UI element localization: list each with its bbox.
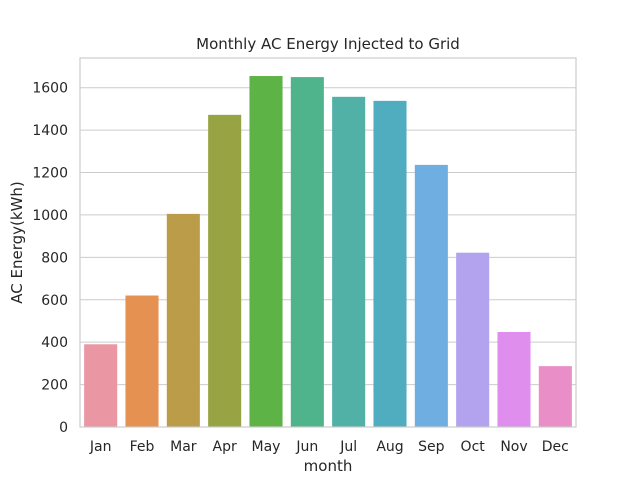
x-tick-labels: Jan Feb Mar Apr May Jun Jul Aug Sep Oct Nov Dec <box>89 439 569 455</box>
y-tick-labels: 0 200 400 600 800 1000 1200 1400 1600 <box>32 81 68 436</box>
bar-jan <box>84 344 118 427</box>
bar-may <box>249 76 283 427</box>
y-tick-label: 200 <box>41 378 68 394</box>
bar-oct <box>456 252 490 427</box>
bar-feb <box>125 295 159 427</box>
y-tick-label: 1400 <box>32 123 68 139</box>
y-tick-label: 800 <box>41 250 68 266</box>
x-tick-label: Jul <box>339 439 357 455</box>
bar-dec <box>538 366 572 427</box>
x-tick-label: Feb <box>130 439 155 455</box>
bar-jun <box>290 77 324 427</box>
x-tick-label: Jun <box>295 439 318 455</box>
grid-layer <box>80 87 576 428</box>
bar-nov <box>497 331 531 427</box>
x-tick-label: Nov <box>500 439 527 455</box>
x-tick-label: Apr <box>213 439 237 455</box>
x-tick-label: Dec <box>542 439 569 455</box>
y-axis-label: AC Energy(kWh) <box>8 181 26 303</box>
x-tick-label: Sep <box>418 439 445 455</box>
x-tick-label: Mar <box>170 439 197 455</box>
bar-sep <box>414 164 448 427</box>
y-tick-label: 600 <box>41 293 68 309</box>
x-tick-label: May <box>252 439 281 455</box>
y-tick-label: 1600 <box>32 81 68 97</box>
bar-mar <box>166 213 200 427</box>
bar-layer <box>84 76 572 428</box>
chart-title: Monthly AC Energy Injected to Grid <box>196 35 460 53</box>
x-axis-label: month <box>304 457 353 475</box>
bar-apr <box>208 114 242 428</box>
x-tick-label: Oct <box>461 439 486 455</box>
plot-frame <box>79 57 577 428</box>
bar-aug <box>373 100 407 428</box>
y-tick-label: 1200 <box>32 166 68 182</box>
bar-jul <box>332 96 366 427</box>
y-tick-label: 1000 <box>32 208 68 224</box>
y-tick-label: 0 <box>59 420 68 436</box>
x-tick-label: Aug <box>376 439 403 455</box>
x-tick-label: Jan <box>89 439 112 455</box>
y-tick-label: 400 <box>41 335 68 351</box>
